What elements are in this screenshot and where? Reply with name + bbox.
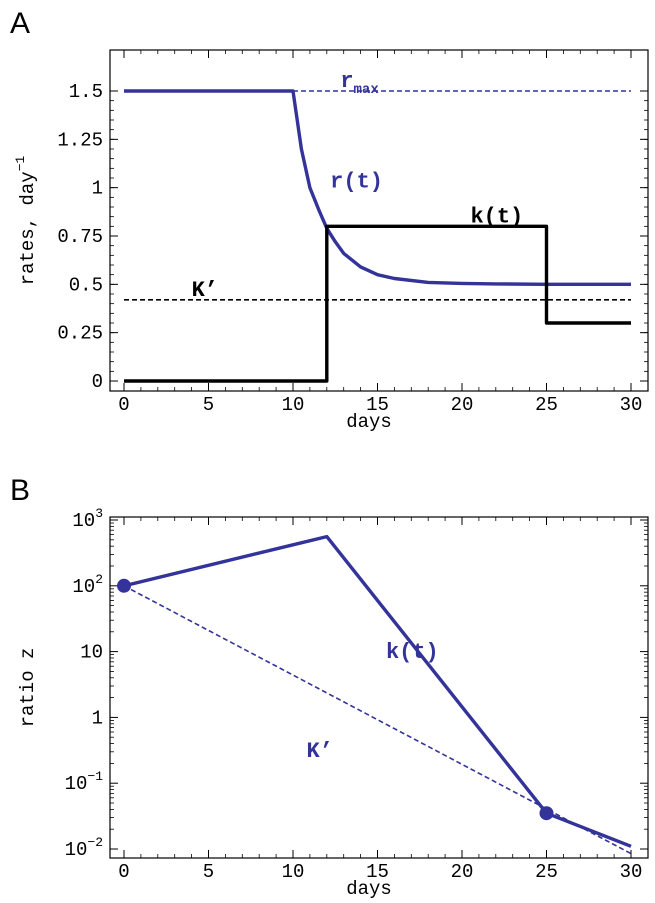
y-tick-label-a: 1.5	[69, 81, 103, 103]
annotation-b-1: K’	[307, 739, 333, 764]
y-tick-label-a: 0.25	[57, 323, 103, 345]
annotation-text: k(t)	[386, 640, 439, 665]
y-tick-label-b: 102	[72, 572, 103, 598]
y-axis-label-exponent: −1	[13, 155, 28, 171]
annotation-text: r	[340, 69, 353, 94]
y-axis-label-b: ratio z	[17, 648, 39, 728]
y-tick-label-a: 1.25	[57, 129, 103, 151]
y-tick-label-a: 0	[92, 371, 103, 393]
x-tick-label-b: 0	[118, 861, 129, 883]
series-line-a-1	[124, 224, 631, 383]
annotation-text: k(t)	[470, 204, 523, 229]
x-tick-label-b: 25	[535, 861, 558, 883]
x-axis-label-b: days	[346, 878, 392, 900]
x-tick-label-a: 15	[366, 394, 389, 416]
y-tick-exponent: −2	[87, 835, 103, 850]
y-tick-base: 10	[80, 642, 103, 664]
x-tick-label-b: 30	[620, 861, 643, 883]
data-point-b-0	[117, 578, 131, 593]
x-tick-label-b: 15	[366, 861, 389, 883]
annotation-text: r(t)	[330, 170, 383, 195]
data-point-b-1	[539, 806, 554, 821]
annotation-a-3: K’	[192, 278, 218, 303]
x-tick-label-a: 0	[118, 394, 129, 416]
y-tick-label-b: 1	[92, 707, 103, 729]
x-axis-label-a: days	[346, 411, 392, 433]
x-tick-label-b: 5	[203, 861, 214, 883]
x-tick-label-b: 20	[451, 861, 474, 883]
y-tick-label-b: 10−1	[65, 769, 104, 795]
y-tick-exponent: 3	[95, 506, 103, 521]
x-tick-label-b: 10	[282, 861, 305, 883]
annotation-text: K’	[307, 739, 333, 764]
y-tick-base: 10	[72, 576, 95, 598]
y-tick-label-b: 10−2	[65, 835, 103, 861]
plot-frame-b	[109, 516, 649, 859]
x-tick-label-a: 25	[535, 394, 558, 416]
annotation-subscript: max	[354, 82, 380, 98]
x-tick-label-a: 30	[620, 394, 643, 416]
series-line-b-0	[123, 534, 632, 848]
y-tick-label-a: 0.75	[57, 226, 103, 248]
chart-panel-a: 0 5 10 15 20 25 30 0 0.25 0.5 0.75 1 1.25 1.5 days rate…	[13, 49, 649, 433]
y-tick-base: 1	[92, 707, 103, 729]
annotation-a-1: r(t)	[330, 170, 383, 195]
y-tick-exponent: 2	[95, 572, 103, 587]
x-tick-label-a: 20	[451, 394, 474, 416]
series-line-a-0	[124, 89, 631, 286]
plot-frame-a	[109, 49, 649, 392]
panel-letter-a: A	[10, 7, 30, 40]
annotation-text: K’	[192, 278, 218, 303]
y-tick-label-b: 10	[80, 642, 103, 664]
x-tick-label-a: 5	[203, 394, 214, 416]
panel-letter-b: B	[10, 474, 30, 507]
y-tick-exponent: −1	[87, 769, 103, 784]
y-tick-label-a: 1	[92, 178, 103, 200]
y-axis-label-text: ratio z	[17, 648, 39, 728]
series-line-b-1	[123, 585, 632, 855]
annotation-a-2: k(t)	[470, 204, 523, 229]
y-tick-base: 10	[65, 773, 88, 795]
y-axis-label-text: rates, day	[17, 171, 39, 285]
y-tick-base: 10	[65, 839, 88, 861]
y-tick-label-a: 0.5	[69, 274, 103, 296]
x-tick-label-a: 10	[282, 394, 305, 416]
annotation-b-0: k(t)	[386, 640, 439, 665]
annotation-a-0: rmax	[340, 69, 379, 98]
y-tick-base: 10	[72, 510, 95, 532]
y-axis-label-a: rates, day−1	[13, 155, 39, 285]
y-tick-label-b: 103	[72, 506, 103, 532]
